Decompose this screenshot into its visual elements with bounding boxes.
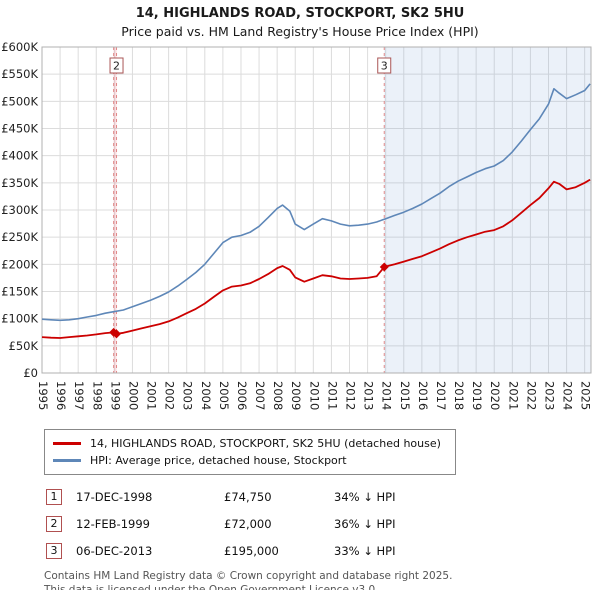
chart-legend: 14, HIGHLANDS ROAD, STOCKPORT, SK2 5HU (…	[44, 429, 456, 475]
x-tick-label: 2006	[235, 381, 249, 410]
transaction-number-badge: 1	[46, 489, 62, 505]
hpi-line	[41, 83, 591, 322]
x-tick-label: 2004	[199, 381, 213, 410]
y-tick-label: £550K	[1, 67, 38, 81]
transaction-price: £74,750	[224, 490, 272, 504]
sale-marker	[112, 329, 122, 339]
sale-label-box	[377, 57, 392, 74]
x-tick-label: 2002	[163, 381, 177, 410]
legend-label-hpi: HPI: Average price, detached house, Stoc…	[90, 454, 347, 467]
page-subtitle: Price paid vs. HM Land Registry's House …	[121, 24, 479, 39]
transaction-vs-hpi: 36% ↓ HPI	[334, 517, 396, 531]
y-tick-label: £350K	[1, 176, 38, 190]
y-tick-label: £450K	[1, 122, 38, 136]
x-tick-label: 2016	[416, 381, 430, 410]
sale-label-box	[109, 57, 124, 74]
price-history-chart: £0 £50K £100K £150K £200K £250K £300K £350K £400…	[1, 41, 593, 410]
x-tick-label: 2003	[181, 381, 195, 410]
x-tick-label: 2013	[362, 381, 376, 410]
transaction-date: 06-DEC-2013	[76, 544, 153, 558]
plot-border	[41, 46, 592, 374]
sale-label-number: 2	[113, 60, 120, 73]
transaction-row: 2 12-FEB-1999 £72,000 36% ↓ HPI	[46, 516, 600, 532]
x-tick-label: 1997	[72, 381, 86, 410]
x-tick-label: 2019	[470, 381, 484, 410]
transaction-number-badge: 3	[46, 543, 62, 559]
transaction-vs-hpi: 33% ↓ HPI	[334, 544, 396, 558]
price-paid-line	[41, 178, 591, 339]
x-tick-label: 2018	[452, 381, 466, 410]
footer-line-1: Contains HM Land Registry data © Crown c…	[44, 570, 453, 582]
x-tick-label: 2012	[344, 381, 358, 410]
x-tick-label: 2023	[542, 381, 556, 410]
x-tick-label: 2024	[561, 381, 575, 410]
y-tick-label: £0	[23, 366, 38, 380]
x-tick-label: 1998	[90, 381, 104, 410]
transaction-row: 3 06-DEC-2013 £195,000 33% ↓ HPI	[46, 543, 600, 559]
transaction-price: £72,000	[224, 517, 272, 531]
x-tick-label: 2025	[579, 381, 593, 410]
x-tick-label: 1996	[54, 381, 68, 410]
post-sale-shaded-region	[384, 47, 591, 373]
x-tick-label: 2000	[126, 381, 140, 410]
sale-marker	[379, 262, 389, 272]
transaction-date: 12-FEB-1999	[76, 517, 150, 531]
y-tick-label: £150K	[1, 285, 38, 299]
x-tick-label: 2008	[271, 381, 285, 410]
x-tick-label: 2015	[398, 381, 412, 410]
x-tick-label: 2020	[488, 381, 502, 410]
x-tick-label: 2005	[217, 381, 231, 410]
y-tick-label: £300K	[1, 203, 38, 217]
x-tick-label: 2022	[524, 381, 538, 410]
property-line-swatch	[53, 442, 81, 445]
legend-label-property: 14, HIGHLANDS ROAD, STOCKPORT, SK2 5HU (…	[90, 437, 441, 450]
y-tick-label: £200K	[1, 257, 38, 271]
x-tick-label: 2010	[307, 381, 321, 410]
transaction-date: 17-DEC-1998	[76, 490, 153, 504]
x-tick-label: 2001	[145, 381, 159, 410]
x-tick-label: 2021	[506, 381, 520, 410]
sale-label-number: 3	[381, 60, 388, 73]
x-tick-label: 2017	[434, 381, 448, 410]
transactions-table: 1 17-DEC-1998 £74,750 34% ↓ HPI 2 12-FEB…	[46, 489, 600, 559]
y-tick-label: £400K	[1, 149, 38, 163]
transaction-number-badge: 2	[46, 516, 62, 532]
x-tick-label: 2011	[325, 381, 339, 410]
x-tick-label: 2009	[289, 381, 303, 410]
x-tick-label: 1999	[108, 381, 122, 410]
transaction-vs-hpi: 34% ↓ HPI	[334, 490, 396, 504]
y-tick-label: £100K	[1, 312, 38, 326]
between-sales-band	[113, 47, 117, 373]
legend-item-property: 14, HIGHLANDS ROAD, STOCKPORT, SK2 5HU (…	[53, 435, 447, 452]
license-footer: Contains HM Land Registry data © Crown c…	[44, 570, 600, 590]
transaction-price: £195,000	[224, 544, 279, 558]
page-title: 14, HIGHLANDS ROAD, STOCKPORT, SK2 5HU	[135, 6, 465, 21]
hpi-line-swatch	[53, 459, 81, 462]
y-tick-label: £250K	[1, 230, 38, 244]
y-tick-label: £600K	[1, 41, 38, 54]
x-tick-label: 1995	[36, 381, 50, 410]
footer-line-2: This data is licensed under the Open Gov…	[44, 583, 379, 590]
y-tick-label: £500K	[1, 94, 38, 108]
x-tick-label: 2014	[380, 381, 394, 410]
legend-item-hpi: HPI: Average price, detached house, Stoc…	[53, 452, 447, 469]
transaction-row: 1 17-DEC-1998 £74,750 34% ↓ HPI	[46, 489, 600, 505]
x-tick-label: 2007	[253, 381, 267, 410]
y-tick-label: £50K	[9, 339, 39, 353]
